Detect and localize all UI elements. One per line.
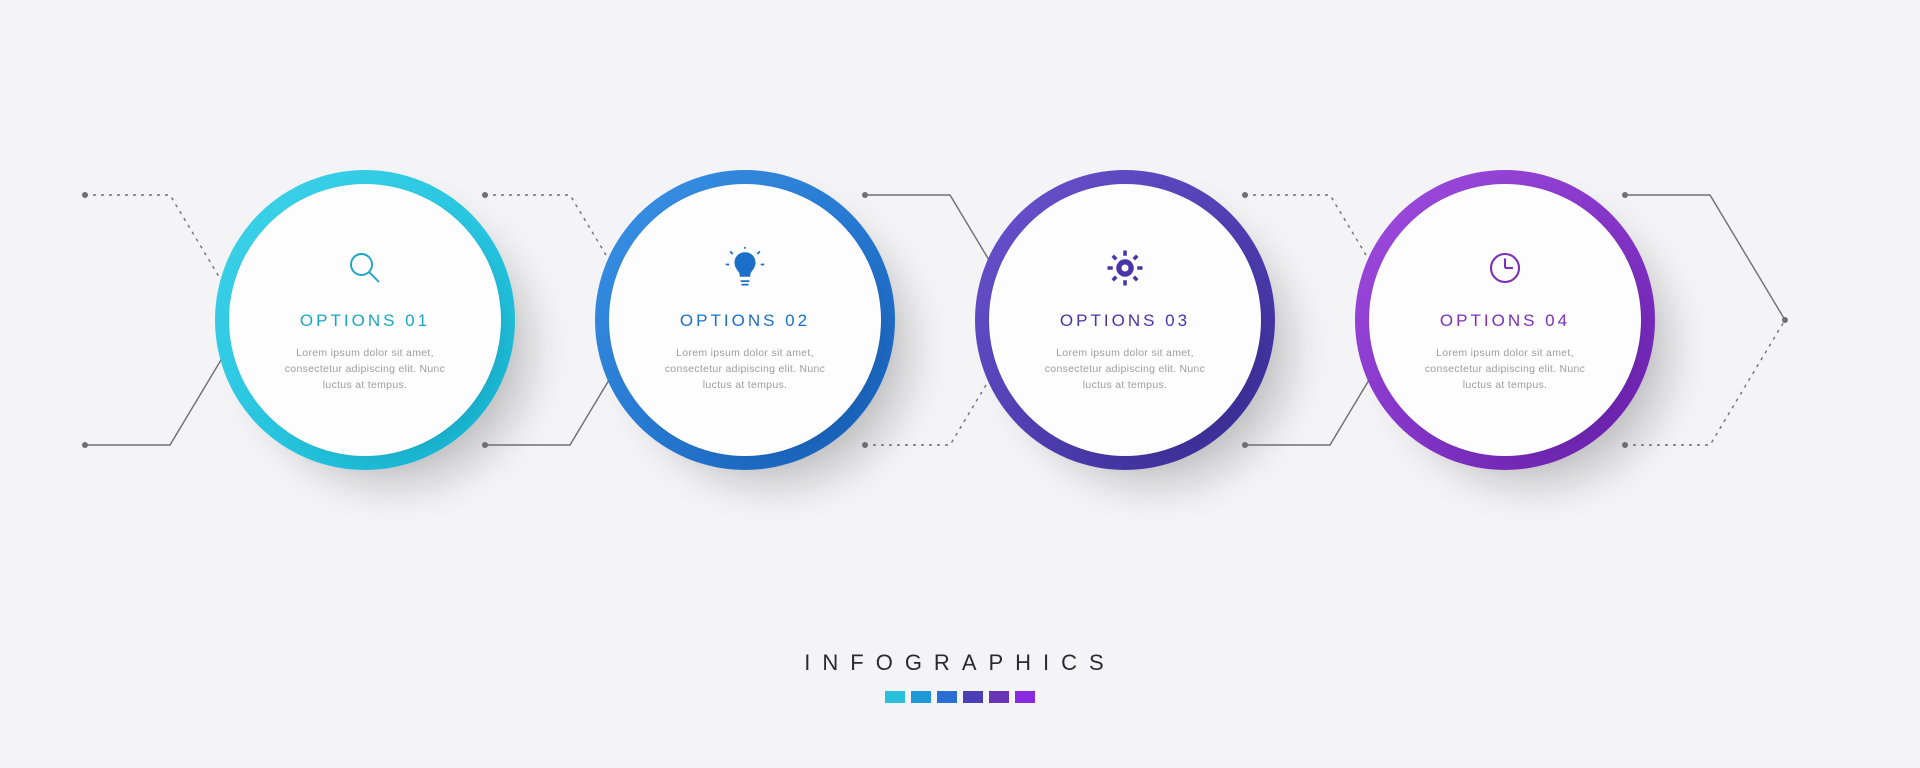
- footer-swatches: [885, 691, 1035, 703]
- step-4-body: Lorem ipsum dolor sit amet, consectetur …: [1410, 345, 1600, 394]
- swatch-3: [937, 691, 957, 703]
- step-3-title: OPTIONS 03: [1060, 311, 1190, 331]
- footer-title: INFOGRAPHICS: [0, 650, 1920, 676]
- step-1-body: Lorem ipsum dolor sit amet, consectetur …: [270, 345, 460, 394]
- step-4-disc: OPTIONS 04 Lorem ipsum dolor sit amet, c…: [1369, 184, 1641, 456]
- infographic-canvas: OPTIONS 01 Lorem ipsum dolor sit amet, c…: [0, 0, 1920, 768]
- step-4: OPTIONS 04 Lorem ipsum dolor sit amet, c…: [1355, 170, 1655, 470]
- step-3-body: Lorem ipsum dolor sit amet, consectetur …: [1030, 345, 1220, 394]
- lightbulb-icon: [724, 247, 766, 289]
- step-2-body: Lorem ipsum dolor sit amet, consectetur …: [650, 345, 840, 394]
- gear-icon: [1104, 247, 1146, 289]
- step-1-title: OPTIONS 01: [300, 311, 430, 331]
- step-4-title: OPTIONS 04: [1440, 311, 1570, 331]
- step-1: OPTIONS 01 Lorem ipsum dolor sit amet, c…: [215, 170, 515, 470]
- swatch-2: [911, 691, 931, 703]
- step-2-title: OPTIONS 02: [680, 311, 810, 331]
- swatch-1: [885, 691, 905, 703]
- step-3-disc: OPTIONS 03 Lorem ipsum dolor sit amet, c…: [989, 184, 1261, 456]
- step-2: OPTIONS 02 Lorem ipsum dolor sit amet, c…: [595, 170, 895, 470]
- magnifier-icon: [344, 247, 386, 289]
- step-2-disc: OPTIONS 02 Lorem ipsum dolor sit amet, c…: [609, 184, 881, 456]
- swatch-5: [989, 691, 1009, 703]
- swatch-6: [1015, 691, 1035, 703]
- swatch-4: [963, 691, 983, 703]
- step-3: OPTIONS 03 Lorem ipsum dolor sit amet, c…: [975, 170, 1275, 470]
- clock-icon: [1484, 247, 1526, 289]
- step-1-disc: OPTIONS 01 Lorem ipsum dolor sit amet, c…: [229, 184, 501, 456]
- footer: INFOGRAPHICS: [0, 650, 1920, 708]
